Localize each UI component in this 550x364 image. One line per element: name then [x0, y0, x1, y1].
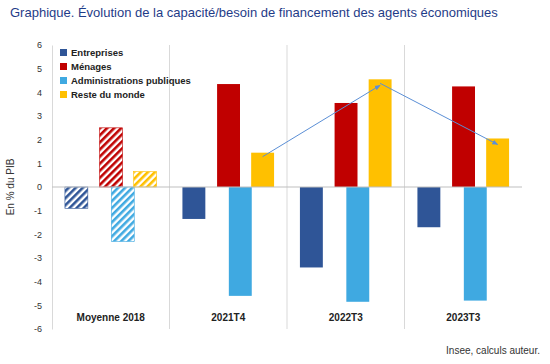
y-tick: 3	[37, 111, 52, 121]
source: Insee, calculs auteur.	[446, 345, 540, 356]
y-tick: 5	[37, 64, 52, 74]
bar	[335, 103, 358, 187]
y-tick-label: 3	[37, 111, 42, 121]
legend-label: Administrations publiques	[71, 75, 191, 86]
y-tick-label: -1	[34, 206, 42, 216]
y-tick-label: 1	[37, 159, 42, 169]
y-tick-label: -6	[34, 324, 42, 334]
y-tick-label: -3	[34, 253, 42, 263]
bar	[346, 187, 369, 302]
bar	[417, 187, 440, 227]
x-tick-label: 2021T4	[211, 312, 245, 323]
y-tick: -4	[34, 277, 52, 287]
bar	[251, 153, 274, 187]
bar	[486, 138, 509, 187]
bar	[217, 84, 240, 187]
y-tick: -5	[34, 301, 52, 311]
y-tick: -1	[34, 206, 52, 216]
y-tick: 1	[37, 159, 52, 169]
legend-swatch	[60, 63, 67, 70]
bar	[229, 187, 252, 296]
y-tick-label: 2	[37, 135, 42, 145]
legend-swatch	[60, 91, 67, 98]
bar	[369, 79, 392, 187]
y-tick-label: 0	[37, 182, 42, 192]
y-axis-title: En % du PIB	[5, 158, 16, 215]
zero-line	[52, 187, 522, 188]
legend-item: Reste du monde	[60, 89, 145, 100]
bar	[182, 187, 205, 219]
trend-arrow	[263, 85, 381, 156]
x-tick-label: 2022T3	[329, 312, 363, 323]
legend-item: Administrations publiques	[60, 75, 191, 86]
y-tick-label: 4	[37, 88, 42, 98]
y-tick: -6	[34, 324, 52, 334]
y-tick: -2	[34, 230, 52, 240]
y-tick: -3	[34, 253, 52, 263]
bar	[111, 187, 134, 241]
y-tick-label: 5	[37, 64, 42, 74]
y-tick-label: 6	[37, 40, 42, 50]
legend-label: Entreprises	[71, 47, 123, 58]
y-tick: 2	[37, 135, 52, 145]
legend-swatch	[60, 49, 67, 56]
x-tick-label: Moyenne 2018	[77, 312, 146, 323]
y-tick-label: -4	[34, 277, 42, 287]
y-axis: -6 -5 -4 -3 -2 -1 0 1 2 3 4 5 6	[34, 40, 53, 334]
bar	[100, 128, 123, 187]
bar	[464, 187, 487, 301]
legend-swatch	[60, 77, 67, 84]
bar	[452, 86, 475, 187]
legend-label: Ménages	[71, 61, 112, 72]
plot-area	[52, 79, 522, 301]
legend: Entreprises Ménages Administrations publiq…	[60, 47, 191, 100]
bar	[134, 172, 157, 187]
y-tick: 0	[37, 182, 52, 192]
trend-arrow	[380, 83, 498, 144]
title: Graphique. Évolution de la capacité/beso…	[10, 5, 498, 20]
y-tick-label: -2	[34, 230, 42, 240]
legend-item: Entreprises	[60, 47, 123, 58]
y-tick: 4	[37, 88, 52, 98]
y-tick: 6	[37, 40, 52, 50]
legend-label: Reste du monde	[71, 89, 145, 100]
y-tick-label: -5	[34, 301, 42, 311]
legend-item: Ménages	[60, 61, 112, 72]
bar	[65, 187, 88, 208]
x-tick-label: 2023T3	[446, 312, 480, 323]
bar	[300, 187, 323, 267]
